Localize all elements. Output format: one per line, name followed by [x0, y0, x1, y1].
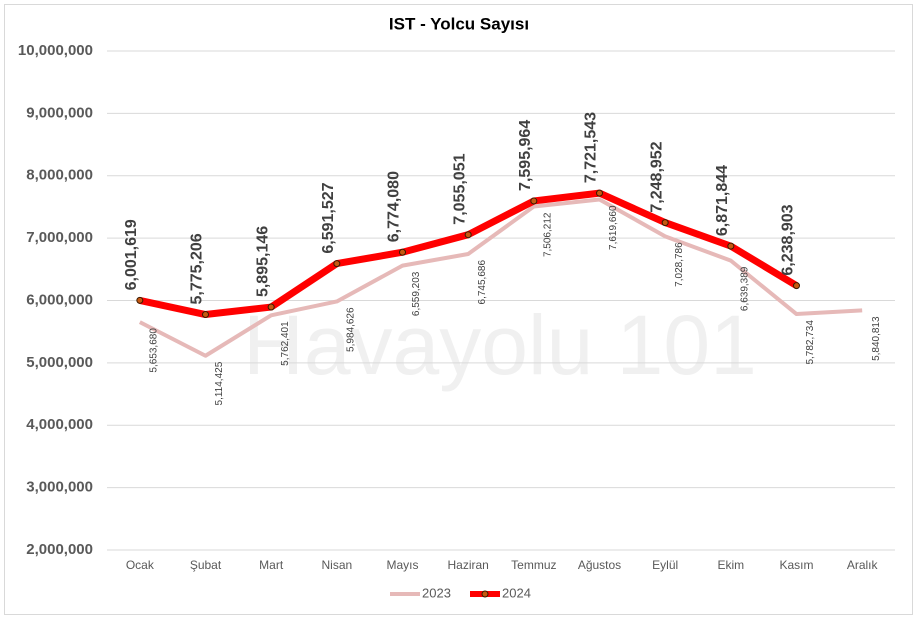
data-label: 5,895,146 — [254, 226, 271, 297]
data-label: 7,028,786 — [674, 242, 685, 287]
data-label: 6,639,389 — [739, 266, 750, 311]
y-tick-label: 3,000,000 — [26, 479, 93, 496]
x-tick-label: Nisan — [321, 558, 352, 572]
y-tick-label: 2,000,000 — [26, 541, 93, 558]
chart-border — [4, 4, 913, 615]
point-marker — [530, 197, 538, 205]
x-tick-label: Mayıs — [386, 558, 418, 572]
data-label: 7,055,051 — [451, 153, 468, 224]
point-marker — [464, 231, 472, 239]
data-label: 5,762,401 — [280, 321, 291, 366]
legend-marker — [481, 590, 489, 598]
x-tick-label: Ocak — [126, 558, 155, 572]
data-label: 6,238,903 — [780, 204, 797, 275]
data-label: 7,595,964 — [517, 120, 534, 191]
data-label: 7,619,660 — [608, 205, 619, 250]
point-marker — [267, 303, 275, 311]
x-tick-label: Şubat — [190, 558, 222, 572]
data-label: 7,721,543 — [583, 112, 600, 183]
series-line — [138, 197, 863, 358]
point-marker — [727, 242, 735, 250]
data-label: 6,001,619 — [123, 219, 140, 290]
y-tick-label: 8,000,000 — [26, 167, 93, 184]
x-tick-label: Aralık — [847, 558, 879, 572]
x-tick-label: Ekim — [717, 558, 744, 572]
data-label: 7,248,952 — [648, 141, 665, 212]
legend-label: 2023 — [422, 585, 451, 600]
point-marker — [333, 260, 341, 268]
point-marker — [661, 219, 669, 227]
watermark: Havayolu 101 — [243, 298, 757, 392]
data-label: 5,114,425 — [214, 361, 225, 405]
x-tick-label: Kasım — [779, 558, 813, 572]
data-label: 6,774,080 — [386, 171, 403, 242]
data-label: 6,559,203 — [411, 271, 422, 316]
y-tick-label: 6,000,000 — [26, 291, 93, 308]
point-marker — [793, 282, 800, 290]
y-tick-label: 9,000,000 — [26, 104, 93, 121]
point-marker — [202, 311, 209, 319]
x-tick-label: Mart — [259, 558, 284, 572]
y-tick-label: 7,000,000 — [26, 229, 93, 246]
data-label: 5,984,626 — [345, 307, 356, 352]
data-label: 5,782,734 — [805, 320, 816, 365]
y-tick-label: 10,000,000 — [18, 42, 93, 59]
point-marker — [399, 248, 406, 256]
data-label: 5,775,206 — [189, 233, 206, 304]
data-label: 6,871,844 — [714, 165, 731, 236]
data-label: 6,591,527 — [320, 182, 337, 253]
data-label: 5,840,813 — [871, 316, 882, 361]
y-tick-label: 4,000,000 — [26, 416, 93, 433]
x-tick-label: Ağustos — [578, 558, 621, 572]
data-label: 7,506,212 — [542, 212, 553, 257]
x-tick-label: Haziran — [447, 558, 488, 572]
chart-title: IST - Yolcu Sayısı — [389, 14, 529, 33]
data-label: 6,745,686 — [477, 260, 488, 305]
x-tick-label: Eylül — [652, 558, 678, 572]
point-marker — [596, 189, 603, 197]
x-tick-label: Temmuz — [511, 558, 556, 572]
point-marker — [136, 296, 144, 304]
legend-label: 2024 — [502, 585, 531, 600]
y-tick-label: 5,000,000 — [26, 354, 93, 371]
data-label: 5,653,680 — [148, 328, 159, 373]
